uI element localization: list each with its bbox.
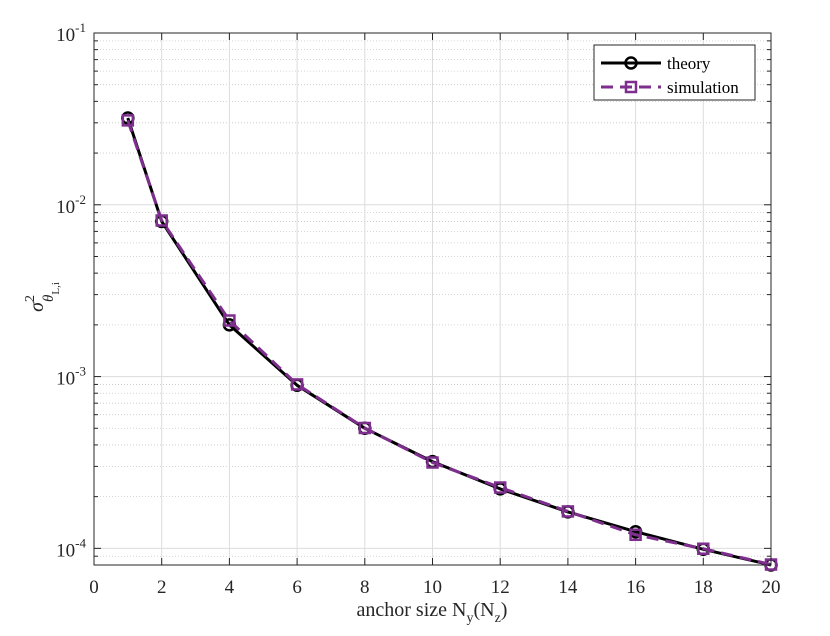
data-point-simulation [561,505,575,518]
y-tick-label-exponent: -1 [75,20,86,35]
tick-marks [93,32,772,565]
data-point-simulation [358,421,372,435]
y-tick-labels: 10-410-310-210-1 [56,20,86,561]
x-tick-label: 16 [626,577,645,598]
data-point-simulation [629,528,642,542]
data-point-simulation [121,114,135,127]
y-tick-label-exponent: -2 [75,192,86,207]
legend-theory-label: theory [667,54,711,73]
x-tick-label: 8 [360,577,370,598]
y-tick-label-exponent: -3 [75,364,86,379]
y-axis-label: σ2 θL,i [23,282,62,312]
y-tick-label: 10-4 [56,535,86,561]
y-tick-label-base: 10 [56,25,75,46]
data-point-simulation [697,542,710,555]
x-tick-label: 10 [423,577,442,598]
data-point-simulation [223,314,236,327]
y-tick-label-base: 10 [56,369,75,390]
x-tick-label: 20 [762,577,781,598]
x-tick-labels: 0 2 4 6 8 10 12 14 16 18 20 [89,577,780,598]
x-tick-label: 0 [89,577,99,598]
x-tick-label: 6 [292,577,302,598]
x-tick-label: 14 [558,577,578,598]
data-point-simulation [493,481,507,494]
series-simulation [121,114,778,571]
legend-simulation-marker [624,80,638,94]
y-tick-label: 10-3 [56,364,86,390]
y-tick-label-exponent: -4 [75,535,86,550]
data-point-simulation [426,456,439,469]
data-point-simulation [290,378,304,391]
x-tick-label: 18 [694,577,713,598]
series-line-simulation [126,119,772,566]
y-tick-label-base: 10 [56,540,75,561]
legend-theory-marker [624,56,638,70]
legend: theory simulation [593,44,756,101]
legend-box [593,44,756,101]
data-point-simulation [155,214,168,227]
legend-simulation-label: simulation [667,78,739,97]
x-tick-label: 12 [491,577,510,598]
x-tick-label: 2 [157,577,167,598]
x-tick-label: 4 [225,577,235,598]
y-tick-label: 10-2 [56,192,86,218]
y-tick-label-base: 10 [56,197,75,218]
x-axis-label: anchor size Ny(Nz) [357,599,508,626]
y-tick-label: 10-1 [56,20,86,46]
major-grid [94,33,771,565]
